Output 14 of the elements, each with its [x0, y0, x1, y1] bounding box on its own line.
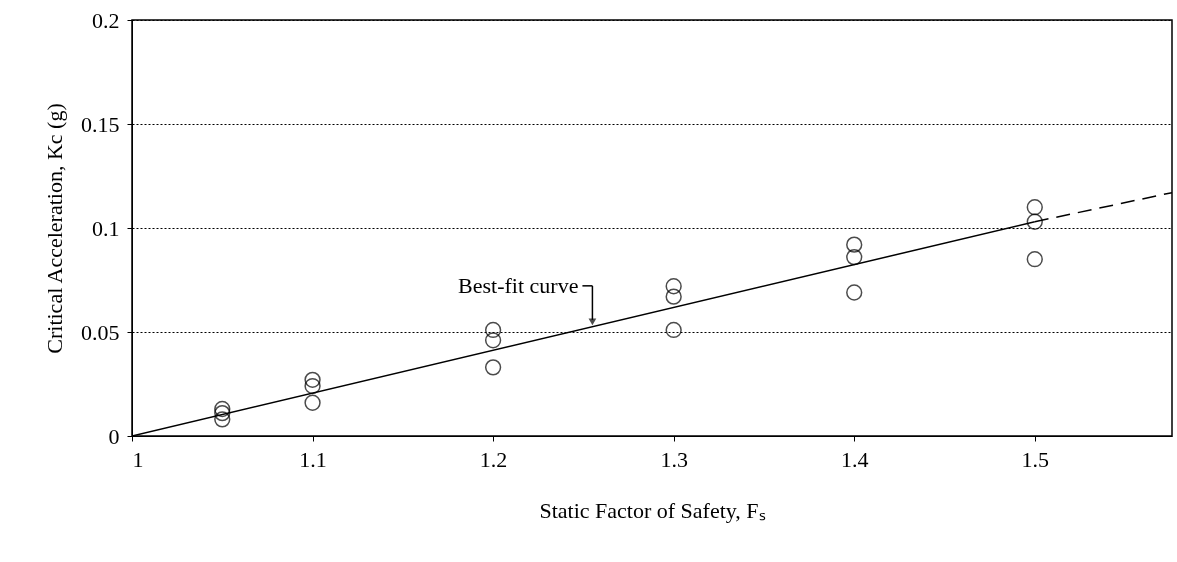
- y-tick-label: 0.1: [92, 215, 120, 241]
- y-tick-label: 0: [108, 423, 120, 449]
- y-tick-label: 0.2: [92, 7, 120, 33]
- x-tick-label: 1.5: [1021, 446, 1050, 472]
- x-tick-label: 1.4: [840, 446, 869, 472]
- annotation: Best-fit curve: [458, 272, 579, 298]
- y-axis-title: Critical Acceleration, Kc (g): [42, 103, 67, 354]
- y-tick-label: 0.15: [81, 111, 120, 137]
- x-tick-label: 1.1: [299, 446, 327, 472]
- x-tick-label: 1.3: [660, 446, 688, 472]
- y-tick-label: 0.05: [81, 319, 120, 345]
- x-tick-label: 1.2: [479, 446, 508, 472]
- x-tick-label: 1: [132, 446, 144, 472]
- x-axis-title: Static Factor of Safety, Fₛ: [539, 497, 766, 523]
